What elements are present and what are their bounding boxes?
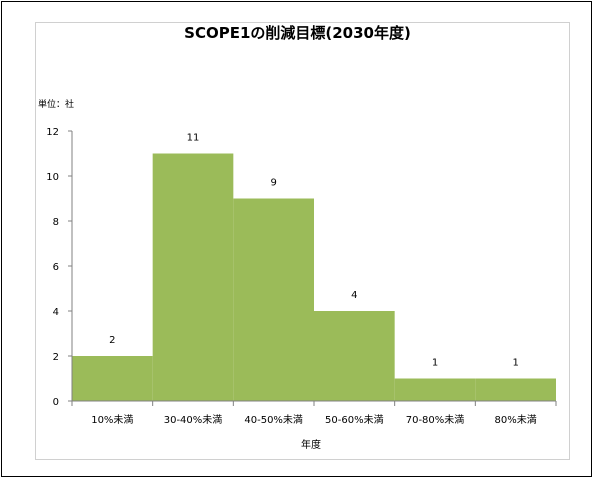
bar-0 xyxy=(72,356,153,401)
x-tick-label: 50-60%未満 xyxy=(325,414,384,426)
x-tick-label: 80%未満 xyxy=(495,414,537,426)
y-tick-label: 12 xyxy=(46,127,59,138)
y-tick-label: 8 xyxy=(53,217,59,228)
data-label: 1 xyxy=(432,358,438,369)
data-label: 9 xyxy=(270,178,276,189)
data-label: 11 xyxy=(187,133,200,144)
y-tick-label: 6 xyxy=(53,262,59,273)
y-tick-label: 0 xyxy=(53,397,59,408)
bar-4 xyxy=(394,378,476,401)
x-tick-label: 40-50%未満 xyxy=(244,414,303,426)
y-tick-label: 10 xyxy=(46,172,59,183)
chart-title: SCOPE1の削減目標(2030年度) xyxy=(184,24,411,42)
bar-5 xyxy=(475,378,556,401)
y-tick-label: 2 xyxy=(53,352,59,363)
bar-3 xyxy=(314,311,395,401)
bar-2 xyxy=(233,198,314,401)
x-tick-label: 10%未満 xyxy=(91,414,133,426)
data-label: 1 xyxy=(512,358,518,369)
data-label: 2 xyxy=(109,335,115,346)
y-tick-label: 4 xyxy=(53,307,59,318)
data-label: 4 xyxy=(351,290,357,301)
bar-1 xyxy=(152,153,234,401)
x-tick-label: 70-80%未満 xyxy=(406,414,465,426)
unit-label: 単位：社 xyxy=(38,100,75,110)
x-axis-title: 年度 xyxy=(301,440,321,451)
x-tick-label: 30-40%未満 xyxy=(164,414,223,426)
